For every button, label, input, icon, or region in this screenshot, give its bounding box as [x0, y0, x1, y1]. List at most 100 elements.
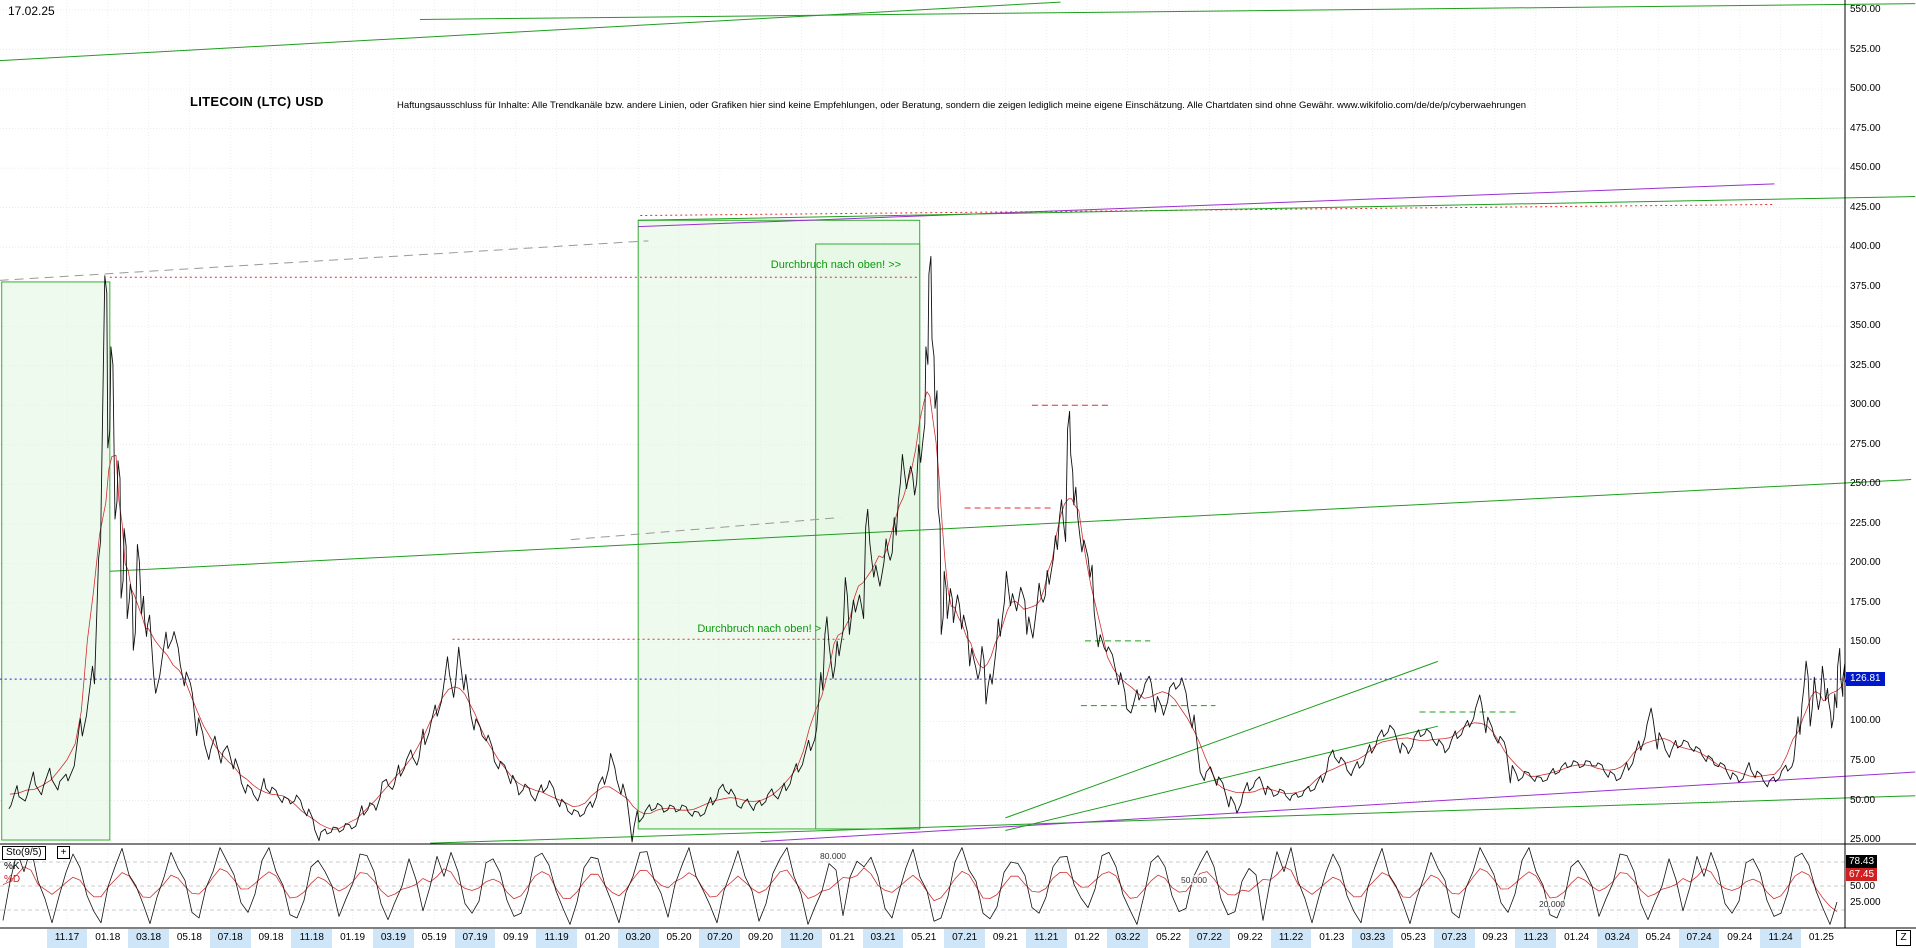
sto-axis-tick: 50.00 — [1850, 881, 1876, 892]
date-axis-label: 11.21 — [1034, 932, 1059, 943]
stochastic-d-label: %D — [4, 874, 21, 885]
date-axis-highlight — [373, 929, 414, 948]
date-axis-label: 05.19 — [421, 932, 447, 943]
green-channel-top-left — [0, 1, 1061, 62]
date-axis-label: 07.20 — [707, 932, 733, 943]
date-axis-label: 07.21 — [952, 932, 978, 943]
date-axis-label: 11.19 — [544, 932, 569, 943]
date-axis-highlight — [944, 929, 985, 948]
price-axis-tick: 500.00 — [1850, 83, 1881, 95]
date-axis-label: 01.23 — [1319, 932, 1345, 943]
price-axis-tick: 200.00 — [1850, 557, 1881, 569]
date-axis-highlight — [536, 929, 577, 948]
date-axis-label: 03.19 — [380, 932, 406, 943]
date-axis-highlight — [617, 929, 659, 948]
green-wedge-lower — [1005, 725, 1438, 832]
date-axis-highlight — [1760, 929, 1801, 948]
price-axis-tick: 250.00 — [1850, 478, 1881, 490]
date-axis-label: 09.22 — [1237, 932, 1263, 943]
date-axis-highlight — [1678, 929, 1720, 948]
chart-date: 17.02.25 — [8, 4, 55, 18]
purple-long-term-line — [638, 183, 1775, 228]
date-axis-highlight — [862, 929, 904, 948]
date-axis-label: 11.18 — [299, 932, 324, 943]
date-axis-label: 05.18 — [176, 932, 202, 943]
price-axis-tick: 25.000 — [1850, 834, 1881, 846]
gray-dashed-channel — [0, 240, 649, 281]
disclaimer-text: Haftungsausschluss für Inhalte: Alle Tre… — [397, 100, 1527, 111]
date-axis-label: 11.24 — [1768, 932, 1793, 943]
price-axis-tick: 175.00 — [1850, 596, 1881, 608]
date-axis-highlight — [1352, 929, 1393, 948]
price-axis-tick: 225.00 — [1850, 517, 1881, 529]
indicator-expand-button[interactable]: + — [57, 846, 70, 859]
date-axis-label: 05.24 — [1645, 932, 1671, 943]
current-price-badge: 126.81 — [1846, 672, 1885, 686]
date-axis-label: 03.24 — [1604, 932, 1630, 943]
date-axis-label: 07.18 — [217, 932, 243, 943]
date-axis-label: 01.22 — [1074, 932, 1100, 943]
date-axis-label: 11.17 — [54, 932, 80, 943]
date-axis-label: 09.19 — [503, 932, 529, 943]
price-axis-tick: 150.00 — [1850, 636, 1881, 648]
date-axis-label: 01.21 — [829, 932, 855, 943]
price-axis-tick: 450.00 — [1850, 162, 1881, 174]
purple-bottom-support — [760, 771, 1916, 843]
date-axis-highlight — [1025, 929, 1067, 948]
date-axis-label: 07.22 — [1196, 932, 1222, 943]
date-axis-label: 11.20 — [789, 932, 814, 943]
date-axis-label: 01.20 — [584, 932, 610, 943]
zoom-reset-button[interactable]: Z — [1896, 930, 1911, 946]
date-axis-label: 09.23 — [1482, 932, 1508, 943]
price-axis-tick: 475.00 — [1850, 122, 1881, 134]
date-axis-label: 07.19 — [462, 932, 488, 943]
stochastic-k-label: %K — [4, 861, 20, 872]
sto-axis-tick: 25.000 — [1850, 897, 1881, 908]
date-axis-highlight — [1270, 929, 1312, 948]
date-axis-label: 05.20 — [666, 932, 692, 943]
date-axis-label: 01.24 — [1564, 932, 1590, 943]
date-axis-highlight — [781, 929, 822, 948]
date-axis-highlight — [291, 929, 333, 948]
price-axis-tick: 325.00 — [1850, 359, 1881, 371]
green-mid-support — [109, 479, 1912, 572]
chart-title: LITECOIN (LTC) USD — [190, 94, 324, 109]
date-axis-highlight — [1515, 929, 1557, 948]
date-axis-label: 03.20 — [625, 932, 651, 943]
gray-dashed-mid — [570, 517, 841, 541]
breakout-annotation-upper: Durchbruch nach oben! >> — [770, 259, 902, 271]
price-axis-tick: 425.00 — [1850, 201, 1881, 213]
date-axis-label: 11.23 — [1523, 932, 1548, 943]
price-axis-tick: 100.00 — [1850, 715, 1881, 727]
price-axis-tick: 525.00 — [1850, 43, 1881, 55]
green-bottom-support — [430, 795, 1916, 844]
date-axis-highlight — [46, 929, 88, 948]
sto-gridline-label: 80.000 — [819, 851, 847, 861]
date-axis-highlight — [454, 929, 496, 948]
sto-d-value-badge: 67.45 — [1846, 868, 1878, 881]
date-axis-highlight — [1597, 929, 1638, 948]
date-axis-label: 05.21 — [911, 932, 937, 943]
date-axis-highlight — [1189, 929, 1230, 948]
date-axis-label: 07.24 — [1686, 932, 1712, 943]
date-axis-label: 05.22 — [1156, 932, 1182, 943]
date-axis-label: 03.23 — [1360, 932, 1386, 943]
date-axis-highlight — [209, 929, 251, 948]
stochastic-indicator-label[interactable]: Sto(9/5) — [2, 846, 46, 860]
price-axis-tick: 50.00 — [1850, 794, 1876, 806]
date-axis-label: 05.23 — [1400, 932, 1426, 943]
date-axis-label: 09.18 — [258, 932, 284, 943]
date-axis-label: 09.24 — [1727, 932, 1753, 943]
price-axis-tick: 400.00 — [1850, 241, 1881, 253]
green-channel-top-2 — [419, 3, 1916, 20]
green-wedge-upper — [1005, 660, 1439, 819]
price-axis-tick: 75.00 — [1850, 754, 1876, 766]
date-axis-label: 11.22 — [1278, 932, 1304, 943]
sto-k-value-badge: 78.43 — [1846, 855, 1878, 868]
price-axis-tick: 375.00 — [1850, 280, 1881, 292]
date-axis-highlight — [699, 929, 741, 948]
price-axis-tick: 350.00 — [1850, 320, 1881, 332]
date-axis-label: 09.21 — [992, 932, 1018, 943]
